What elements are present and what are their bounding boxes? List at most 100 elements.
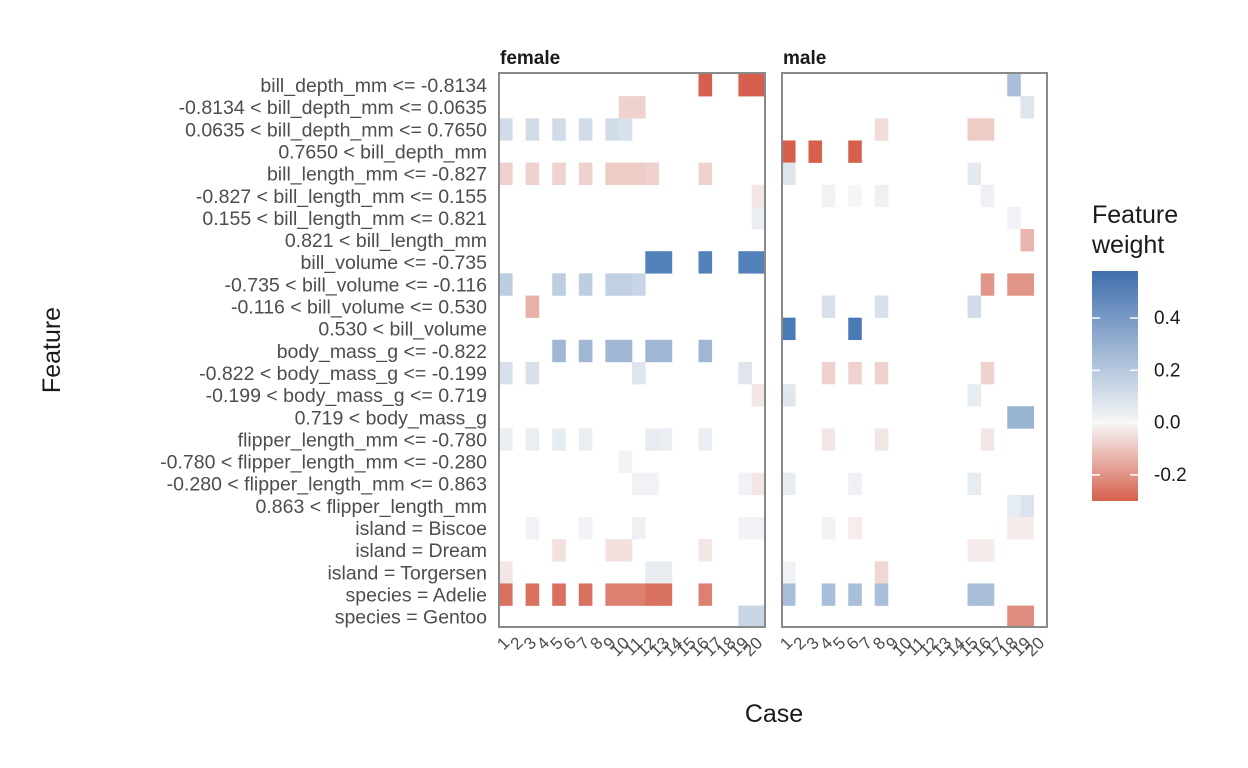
heatmap-cell [552,428,566,451]
heatmap-cell [632,517,646,540]
heatmap-cell [698,539,713,562]
heatmap-cell [808,140,823,163]
feature-tick-label: 0.530 < bill_volume [318,319,487,341]
heatmap-cell [1007,517,1021,540]
heatmap-cell [632,583,646,606]
heatmap-cell [848,140,862,163]
heatmap-cell [1007,605,1021,628]
heatmap-cell [821,428,836,451]
feature-tick-labels: bill_depth_mm <= -0.8134-0.8134 < bill_d… [160,75,487,629]
heatmap-cell [738,605,752,628]
heatmap-cell [632,361,646,385]
heatmap-cell [618,162,633,185]
heatmap-cell [967,539,982,562]
heatmap-cell [980,583,995,606]
heatmap-cell [618,450,633,473]
feature-tick-label: -0.280 < flipper_length_mm <= 0.863 [167,474,487,496]
heatmap-cell [874,118,889,141]
feature-tick-label: bill_volume <= -0.735 [301,252,488,274]
feature-tick-label: species = Gentoo [335,607,487,629]
heatmap-cell [578,162,593,185]
heatmap-cell [782,561,796,584]
legend-tick-label: 0.0 [1154,413,1180,434]
heatmap-cell [605,339,619,363]
heatmap-cell [552,162,566,185]
heatmap-cell [632,472,646,496]
heatmap-cell [645,472,659,496]
heatmap-cell [821,517,836,540]
heatmap-cell [605,539,619,562]
heatmap-cell [874,184,889,208]
heatmap-cell [578,273,593,296]
panels-layer: female1234567891011121314151617181920mal… [493,48,1048,660]
heatmap-cell [1020,494,1035,518]
color-legend: Feature weight 0.4 0.2 0.0 -0.2 [1091,201,1187,501]
heatmap-cell [552,539,566,562]
heatmap-cell [821,184,836,208]
heatmap-cell [658,561,673,584]
heatmap-cell [552,273,566,296]
heatmap-cell [848,317,862,341]
heatmap-cell [751,74,766,97]
heatmap-cell [751,472,766,496]
heatmap-cell [618,273,633,296]
heatmap-cell [751,251,766,274]
feature-tick-label: body_mass_g <= -0.822 [277,341,487,363]
heatmap-cell [698,428,713,451]
heatmap-cell [782,317,796,341]
heatmap-cell [618,583,633,606]
heatmap-cell [618,339,633,363]
heatmap-cell [645,339,659,363]
heatmap-cell [782,162,796,185]
feature-tick-label: -0.780 < flipper_length_mm <= -0.280 [160,452,487,474]
heatmap-cell [967,472,982,496]
heatmap-cell [821,583,836,606]
heatmap-cell [782,583,796,606]
heatmap-cell [738,74,752,97]
feature-tick-label: 0.0635 < bill_depth_mm <= 0.7650 [185,119,487,141]
heatmap-cell [525,361,540,385]
heatmap-cell [632,273,646,296]
heatmap-cell [751,605,766,628]
feature-tick-label: species = Adelie [346,585,487,607]
heatmap-cell [874,295,889,318]
heatmap-cell [980,361,995,385]
legend-colorbar [1092,271,1138,501]
heatmap-cell [738,517,752,540]
heatmap-cell [605,162,619,185]
heatmap-cell [658,251,673,274]
heatmap-cell [578,517,593,540]
legend-tick-label: 0.4 [1154,308,1181,329]
feature-tick-label: flipper_length_mm <= -0.780 [238,429,487,451]
heatmap-cell [1020,406,1035,429]
feature-tick-label: -0.8134 < bill_depth_mm <= 0.0635 [179,97,488,119]
feature-tick-label: island = Dream [355,540,487,562]
heatmap-cell [967,583,982,606]
heatmap-cell [645,583,659,606]
heatmap-cell [1020,229,1035,252]
heatmap-cell [618,539,633,562]
heatmap-cell [605,583,619,606]
heatmap-cell [782,140,796,163]
heatmap-cell [698,251,713,274]
heatmap-cell [552,583,566,606]
heatmap-cell [967,162,982,185]
heatmap-cell [525,162,540,185]
heatmap-cell [980,118,995,141]
heatmap-cell [552,339,566,363]
heatmap-cell [738,251,752,274]
x-axis-title: Case [745,700,803,728]
heatmap-cell [698,339,713,363]
heatmap-cell [980,184,995,208]
feature-tick-label: 0.821 < bill_length_mm [285,230,487,252]
heatmap-cell [645,251,659,274]
heatmap-cell [499,561,513,584]
heatmap-cell [874,428,889,451]
heatmap-cell [645,162,659,185]
heatmap-cell [658,428,673,451]
heatmap-cell [1007,74,1021,97]
feature-tick-label: -0.199 < body_mass_g <= 0.719 [206,385,487,407]
heatmap-cell [618,96,633,119]
heatmap-cell [874,561,889,584]
